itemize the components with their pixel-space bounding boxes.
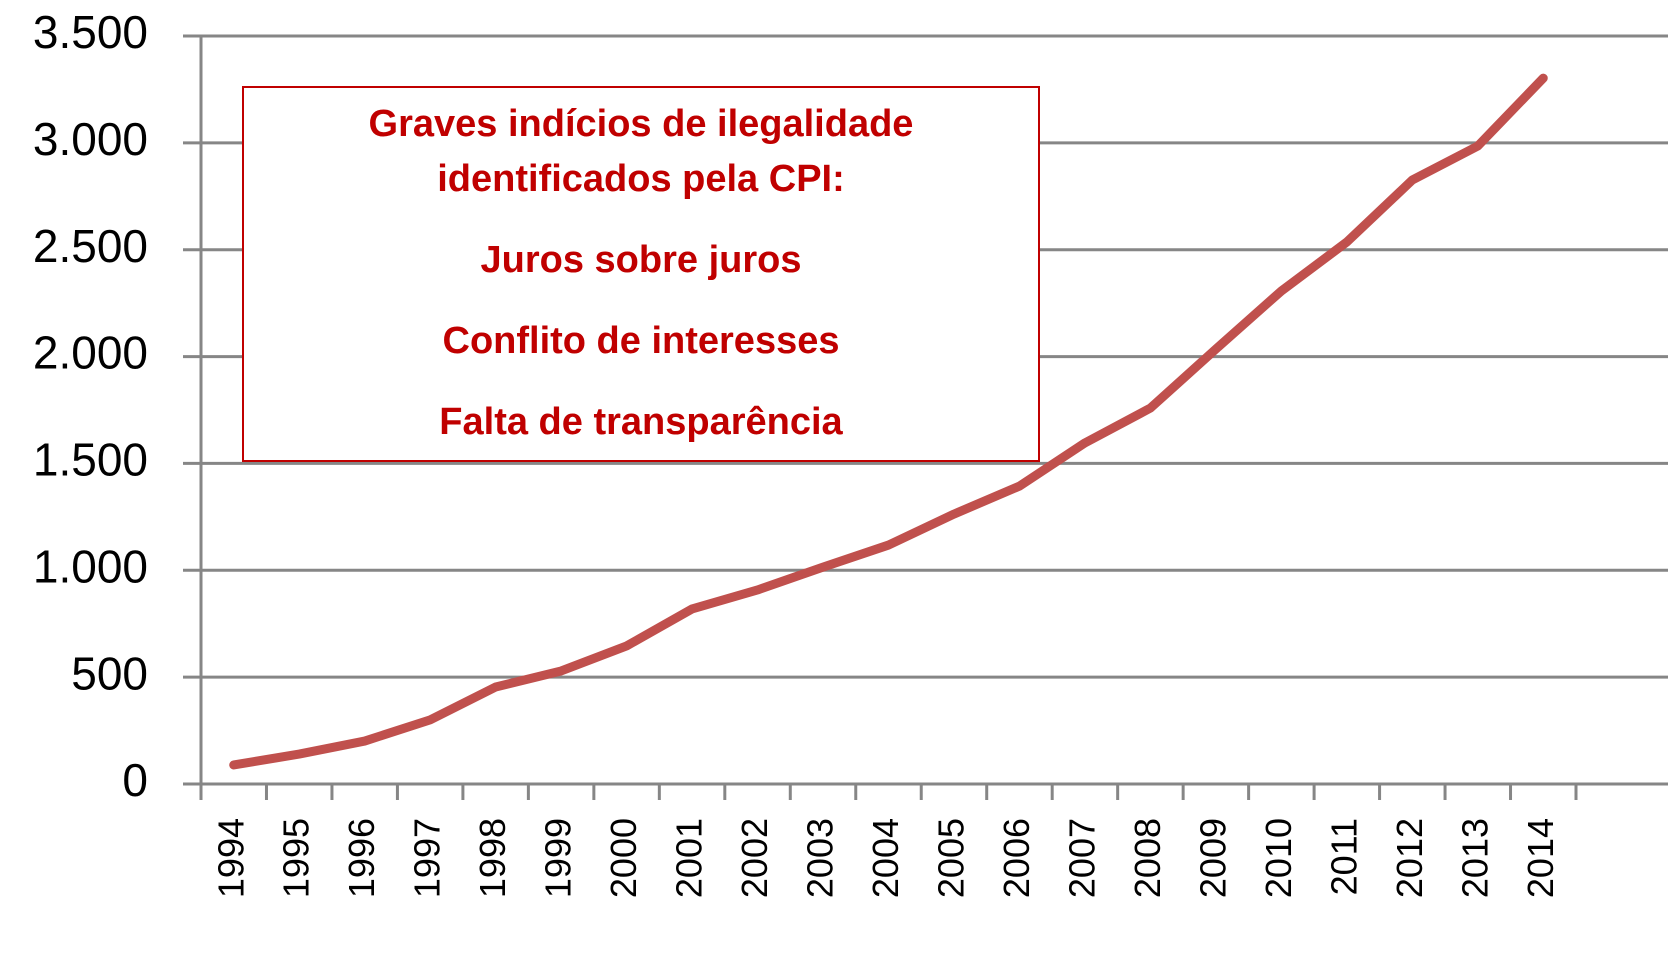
annotation-text: Juros sobre juros (481, 239, 802, 281)
y-tick-label: 3.000 (33, 113, 148, 165)
x-tick-label: 2000 (603, 818, 644, 898)
x-tick-label: 2001 (669, 818, 710, 898)
x-tick-label: 2009 (1192, 818, 1233, 898)
x-tick-label: 1998 (472, 818, 513, 898)
annotation-text: identificados pela CPI: (437, 158, 845, 200)
x-tick-label: 2003 (800, 818, 841, 898)
y-tick-label: 1.000 (33, 540, 148, 592)
x-tick-label: 1995 (276, 818, 317, 898)
x-tick-label: 2012 (1389, 818, 1430, 898)
x-tick-label: 2008 (1127, 818, 1168, 898)
x-tick-label: 2010 (1258, 818, 1299, 898)
x-tick-label: 2005 (930, 818, 971, 898)
x-tick-label: 2007 (1061, 818, 1102, 898)
annotation-text: Falta de transparência (439, 401, 843, 443)
annotation-text: Conflito de interesses (443, 320, 840, 362)
x-tick-label: 2013 (1454, 818, 1495, 898)
x-tick-label: 2014 (1520, 818, 1561, 898)
y-tick-label: 2.500 (33, 220, 148, 272)
x-tick-label: 2006 (996, 818, 1037, 898)
y-tick-label: 1.500 (33, 434, 148, 486)
y-tick-label: 2.000 (33, 327, 148, 379)
annotation-text: Graves indícios de ilegalidade (369, 103, 914, 145)
x-tick-label: 2004 (865, 818, 906, 898)
x-tick-label: 2011 (1323, 818, 1364, 895)
y-tick-label: 500 (71, 647, 148, 699)
annotation-box (242, 86, 1040, 462)
y-tick-label: 3.500 (33, 6, 148, 58)
x-tick-label: 1996 (341, 818, 382, 898)
x-tick-label: 2002 (734, 818, 775, 898)
data-line (229, 73, 1548, 770)
x-tick-label: 1994 (210, 818, 251, 898)
x-tick-label: 1999 (538, 818, 579, 898)
y-tick-label: 0 (122, 754, 148, 806)
x-tick-label: 1997 (407, 818, 448, 898)
